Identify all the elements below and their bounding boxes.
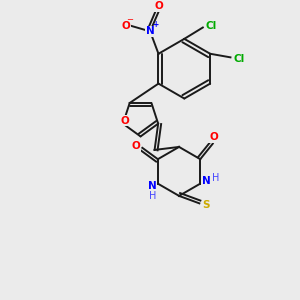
Text: Cl: Cl [206, 21, 217, 31]
Text: O: O [122, 21, 130, 31]
Text: O: O [154, 1, 163, 11]
Text: H: H [212, 173, 220, 183]
Text: H: H [149, 190, 156, 201]
Text: Cl: Cl [233, 54, 244, 64]
Text: N: N [148, 181, 157, 191]
Text: O: O [120, 116, 129, 126]
Text: O: O [131, 141, 140, 151]
Text: S: S [202, 200, 210, 210]
Text: −: − [127, 15, 134, 24]
Text: O: O [209, 132, 218, 142]
Text: +: + [152, 20, 159, 29]
Text: N: N [202, 176, 211, 186]
Text: N: N [146, 26, 154, 36]
